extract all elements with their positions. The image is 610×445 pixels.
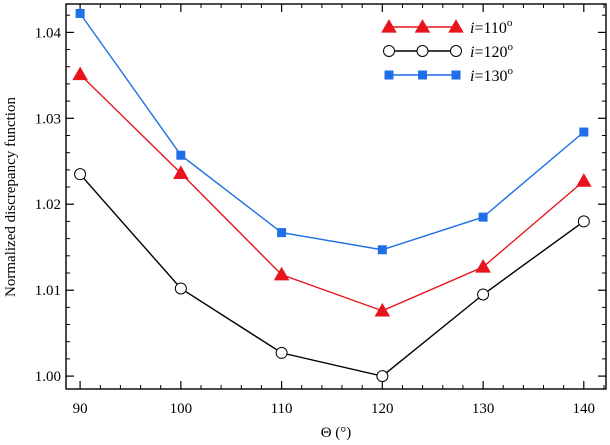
data-point-1-0 bbox=[74, 168, 87, 181]
x-tick-label: 100 bbox=[170, 401, 193, 417]
legend-degree: o bbox=[507, 17, 513, 29]
x-tick-label: 110 bbox=[271, 401, 293, 417]
x-tick-label: 120 bbox=[371, 401, 394, 417]
series-markers bbox=[72, 8, 592, 383]
series-line-2 bbox=[79, 13, 585, 251]
y-tick-labels: 1.00 1.01 1.02 1.03 1.04 bbox=[35, 25, 62, 385]
data-point-1-4 bbox=[477, 288, 490, 301]
legend-marker-2-1 bbox=[418, 70, 427, 80]
data-point-2-3 bbox=[377, 245, 387, 255]
data-point-0-0 bbox=[72, 66, 88, 81]
x-tick-label: 130 bbox=[472, 401, 495, 417]
series-lines bbox=[79, 13, 585, 377]
legend-var: i bbox=[470, 68, 474, 85]
data-point-2-4 bbox=[478, 212, 488, 222]
legend-value: =110 bbox=[474, 20, 506, 37]
y-tick-label: 1.00 bbox=[35, 369, 61, 385]
legend-var: i bbox=[470, 20, 474, 37]
legend-value: =130 bbox=[474, 68, 507, 85]
data-point-1-3 bbox=[376, 370, 389, 383]
data-point-2-2 bbox=[277, 228, 287, 238]
data-point-2-1 bbox=[176, 150, 186, 160]
x-axis-title: Θ (°) bbox=[321, 425, 352, 441]
legend-marker-1-1 bbox=[416, 45, 429, 57]
legend-var: i bbox=[470, 44, 474, 61]
data-point-1-5 bbox=[577, 215, 590, 228]
data-point-2-0 bbox=[75, 8, 85, 18]
axis-ticks bbox=[66, 4, 606, 389]
data-point-1-1 bbox=[174, 282, 187, 295]
y-axis-title: Normalized discrepancy function bbox=[3, 97, 19, 297]
legend-marker-0-2 bbox=[448, 19, 464, 33]
plot-frame bbox=[65, 3, 607, 390]
legend-marker-1-2 bbox=[450, 45, 462, 57]
data-point-0-3 bbox=[374, 302, 391, 317]
legend-label-2: i=130o bbox=[470, 65, 513, 85]
data-point-0-5 bbox=[576, 173, 592, 187]
series-line-1 bbox=[79, 173, 585, 377]
x-tick-label: 140 bbox=[573, 401, 596, 417]
y-tick-label: 1.01 bbox=[35, 283, 61, 299]
data-point-0-4 bbox=[475, 259, 491, 273]
legend-label-1: i=120o bbox=[470, 41, 513, 61]
data-point-2-5 bbox=[579, 127, 589, 137]
legend-value: =120 bbox=[474, 44, 507, 61]
legend-marker-0-1 bbox=[414, 19, 431, 33]
legend-degree: o bbox=[507, 41, 513, 53]
x-tick-labels: 90 100 110 120 130 140 bbox=[73, 401, 595, 417]
y-tick-label: 1.03 bbox=[35, 111, 61, 127]
y-tick-label: 1.02 bbox=[35, 197, 61, 213]
x-tick-label: 90 bbox=[73, 401, 88, 417]
legend-label-0: i=110o bbox=[470, 17, 513, 37]
data-point-0-1 bbox=[173, 165, 189, 179]
legend-marker-2-0 bbox=[384, 70, 394, 80]
legend-degree: o bbox=[507, 65, 513, 77]
data-point-0-2 bbox=[273, 266, 290, 281]
series-line-0 bbox=[79, 74, 585, 312]
y-tick-label: 1.04 bbox=[35, 25, 62, 41]
legend-marker-2-2 bbox=[451, 70, 461, 80]
data-point-1-2 bbox=[275, 346, 288, 359]
legend-marker-0-0 bbox=[381, 19, 397, 33]
legend-marker-1-0 bbox=[383, 45, 395, 57]
